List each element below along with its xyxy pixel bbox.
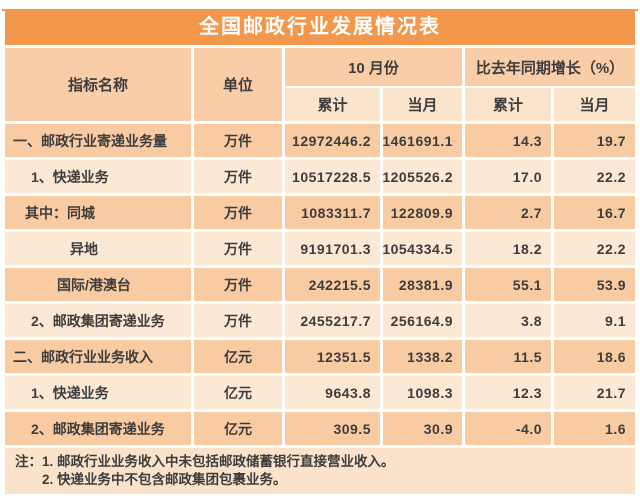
row-growth-cumulative: 12.3 [465,376,551,409]
table-footnotes: 注：1. 邮政行业业务收入中未包括邮政储蓄银行直接营业收入。 2. 快递业务中不… [5,448,635,494]
table-row: 其中：同城 万件 1083311.7 122809.9 2.7 16.7 [5,196,635,229]
row-unit: 万件 [194,232,282,265]
row-unit: 亿元 [194,376,282,409]
header-group-october: 10 月份 [285,48,462,86]
header-october-cumulative: 累计 [285,88,380,121]
table-title: 全国邮政行业发展情况表 [5,9,635,45]
row-unit: 万件 [194,196,282,229]
row-unit: 万件 [194,304,282,337]
header-growth-current: 当月 [554,88,635,121]
row-month-cumulative: 12972446.2 [285,124,380,157]
row-unit: 亿元 [194,412,282,445]
row-month-current: 256164.9 [383,304,462,337]
row-growth-current: 53.9 [554,268,635,301]
row-indicator: 2、邮政集团寄递业务 [5,304,191,337]
row-month-cumulative: 2455217.7 [285,304,380,337]
table-header: 指标名称 单位 10 月份 比去年同期增长（%） 累计 当月 累计 当月 [5,48,635,121]
row-indicator: 1、快递业务 [5,376,191,409]
row-growth-current: 21.7 [554,376,635,409]
row-month-current: 30.9 [383,412,462,445]
table-row: 1、快递业务 亿元 9643.8 1098.3 12.3 21.7 [5,376,635,409]
row-growth-current: 22.2 [554,160,635,193]
row-growth-current: 22.2 [554,232,635,265]
row-month-current: 1338.2 [383,340,462,373]
row-growth-cumulative: 55.1 [465,268,551,301]
row-indicator: 其中：同城 [5,196,191,229]
row-growth-cumulative: 3.8 [465,304,551,337]
table-row: 一、邮政行业寄递业务量 万件 12972446.2 1461691.1 14.3… [5,124,635,157]
row-month-current: 1461691.1 [382,124,462,157]
row-month-cumulative: 9191701.3 [285,232,380,265]
row-indicator: 一、邮政行业寄递业务量 [5,124,191,157]
postal-statistics-table: 全国邮政行业发展情况表 指标名称 单位 10 月份 比去年同期增长（%） 累计 … [5,9,635,494]
row-growth-current: 9.1 [554,304,635,337]
top-orange-strip [2,9,638,11]
table-row: 2、邮政集团寄递业务 亿元 309.5 30.9 -4.0 1.6 [5,412,635,445]
row-growth-current: 18.6 [554,340,635,373]
row-indicator: 1、快递业务 [5,160,191,193]
table-row: 二、邮政行业业务收入 亿元 12351.5 1338.2 11.5 18.6 [5,340,635,373]
table-row: 国际/港澳台 万件 242215.5 28381.9 55.1 53.9 [5,268,635,301]
row-indicator: 2、邮政集团寄递业务 [5,412,191,445]
row-unit: 万件 [194,268,282,301]
row-month-current: 1205526.2 [382,160,462,193]
row-indicator: 二、邮政行业业务收入 [5,340,191,373]
row-unit: 万件 [194,160,282,193]
row-unit: 亿元 [194,340,282,373]
row-growth-cumulative: -4.0 [465,412,551,445]
table-row: 异地 万件 9191701.3 1054334.5 18.2 22.2 [5,232,635,265]
header-unit: 单位 [194,48,282,121]
table-row: 2、邮政集团寄递业务 万件 2455217.7 256164.9 3.8 9.1 [5,304,635,337]
footnote-1: 注：1. 邮政行业业务收入中未包括邮政储蓄银行直接营业收入。 [15,454,395,469]
row-month-current: 122809.9 [383,196,462,229]
row-growth-cumulative: 17.0 [465,160,551,193]
header-october-current: 当月 [383,88,462,121]
row-month-current: 28381.9 [383,268,462,301]
row-month-current: 1054334.5 [382,232,462,265]
row-month-cumulative: 309.5 [285,412,380,445]
row-month-cumulative: 1083311.7 [285,196,380,229]
row-unit: 万件 [194,124,282,157]
row-growth-cumulative: 14.3 [465,124,551,157]
header-indicator-name: 指标名称 [5,48,191,121]
table-row: 1、快递业务 万件 10517228.5 1205526.2 17.0 22.2 [5,160,635,193]
header-group-growth: 比去年同期增长（%） [465,48,635,86]
row-indicator: 异地 [5,232,191,265]
row-growth-current: 19.7 [554,124,635,157]
row-growth-current: 1.6 [554,412,635,445]
row-month-cumulative: 9643.8 [285,376,380,409]
row-month-cumulative: 242215.5 [285,268,380,301]
row-month-cumulative: 10517228.5 [285,160,380,193]
row-growth-current: 16.7 [554,196,635,229]
row-month-current: 1098.3 [383,376,462,409]
row-indicator: 国际/港澳台 [5,268,191,301]
header-growth-cumulative: 累计 [465,88,551,121]
row-growth-cumulative: 11.5 [465,340,551,373]
row-month-cumulative: 12351.5 [285,340,380,373]
row-growth-cumulative: 18.2 [465,232,551,265]
footnote-2: 2. 快递业务中不包含邮政集团包裹业务。 [42,472,287,487]
row-growth-cumulative: 2.7 [465,196,551,229]
